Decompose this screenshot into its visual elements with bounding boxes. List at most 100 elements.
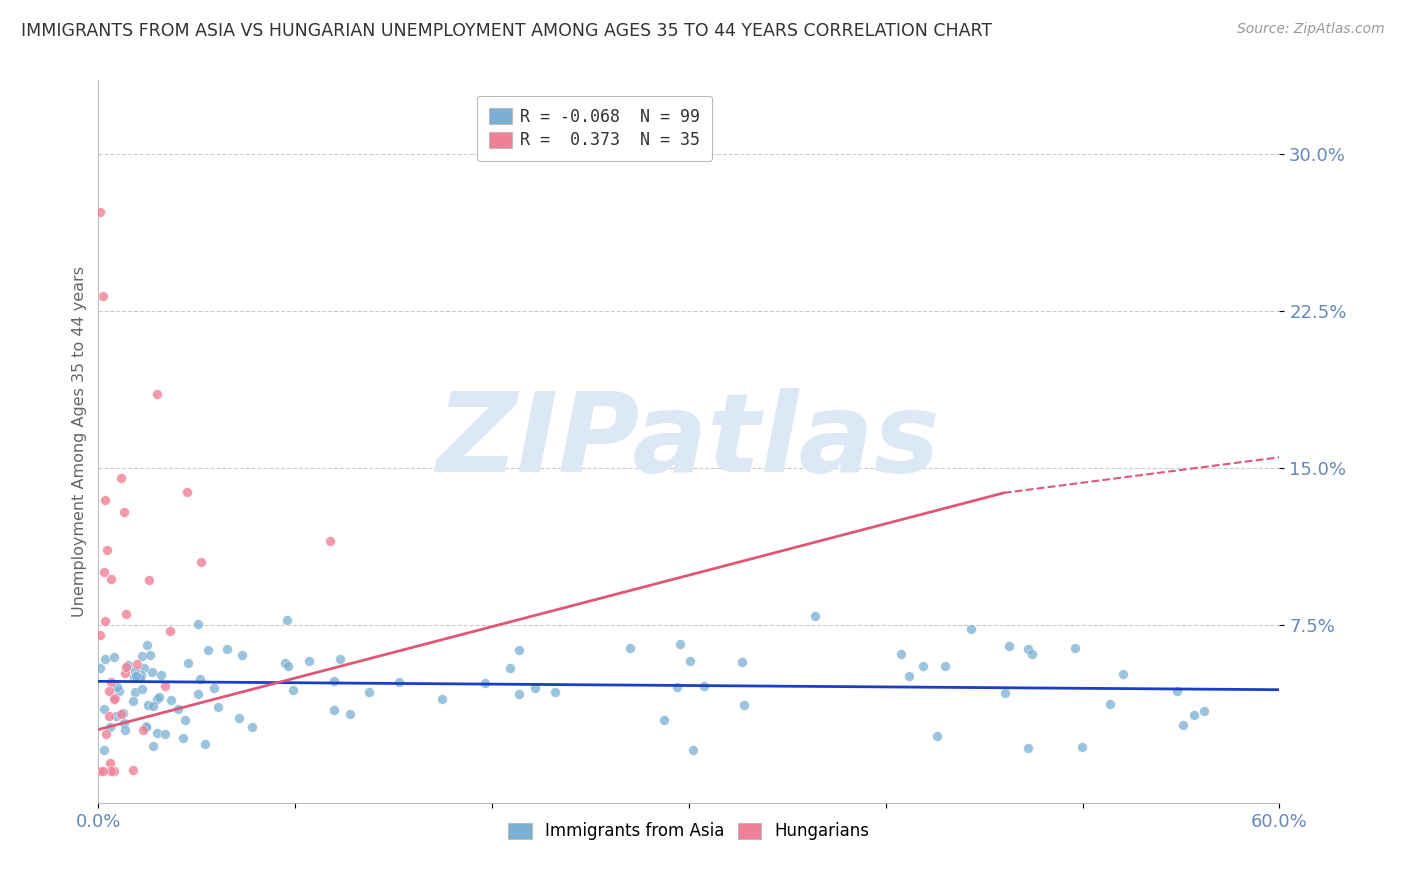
Point — [135, 638, 157, 652]
Point — [1192, 704, 1215, 718]
Point — [159, 692, 181, 706]
Point — [89, 661, 111, 675]
Point — [912, 658, 935, 673]
Point — [319, 534, 342, 549]
Point — [524, 681, 547, 695]
Point — [100, 674, 122, 689]
Point — [544, 685, 567, 699]
Point — [127, 657, 149, 672]
Point — [678, 654, 700, 668]
Point — [166, 702, 188, 716]
Point — [125, 668, 148, 682]
Point — [135, 719, 157, 733]
Point — [1021, 648, 1043, 662]
Point — [110, 470, 132, 484]
Point — [117, 657, 139, 672]
Point — [202, 681, 225, 696]
Point — [276, 613, 298, 627]
Point — [187, 687, 209, 701]
Point — [1099, 697, 1122, 711]
Point — [114, 723, 136, 737]
Point — [132, 661, 155, 675]
Point — [277, 659, 299, 673]
Point — [124, 684, 146, 698]
Point — [108, 684, 131, 698]
Point — [194, 737, 217, 751]
Point — [103, 649, 125, 664]
Point — [138, 574, 160, 588]
Point — [666, 681, 689, 695]
Point — [97, 709, 120, 723]
Point — [1017, 642, 1039, 657]
Point — [138, 648, 160, 663]
Point — [934, 659, 956, 673]
Point — [89, 764, 111, 779]
Point — [98, 683, 121, 698]
Point — [124, 665, 146, 679]
Point — [322, 674, 344, 689]
Point — [430, 692, 453, 706]
Point — [103, 691, 125, 706]
Point — [731, 655, 754, 669]
Point — [176, 485, 198, 500]
Point — [177, 656, 200, 670]
Point — [733, 698, 755, 712]
Point — [228, 711, 250, 725]
Point — [197, 642, 219, 657]
Point — [132, 723, 155, 738]
Point — [129, 671, 152, 685]
Point — [994, 686, 1017, 700]
Point — [103, 764, 125, 779]
Point — [91, 289, 114, 303]
Point — [669, 636, 692, 650]
Point — [94, 614, 117, 628]
Point — [654, 713, 676, 727]
Point — [91, 764, 114, 779]
Point — [339, 706, 361, 721]
Point — [329, 651, 352, 665]
Text: IMMIGRANTS FROM ASIA VS HUNGARIAN UNEMPLOYMENT AMONG AGES 35 TO 44 YEARS CORRELA: IMMIGRANTS FROM ASIA VS HUNGARIAN UNEMPL… — [21, 22, 993, 40]
Point — [231, 648, 253, 662]
Point — [1071, 739, 1094, 754]
Point — [692, 679, 714, 693]
Point — [499, 660, 522, 674]
Point — [1017, 740, 1039, 755]
Point — [93, 743, 115, 757]
Point — [959, 622, 981, 636]
Point — [890, 647, 912, 661]
Point — [145, 387, 167, 401]
Point — [110, 706, 132, 721]
Point — [129, 668, 152, 682]
Point — [105, 709, 128, 723]
Point — [619, 640, 641, 655]
Point — [141, 665, 163, 680]
Point — [240, 720, 263, 734]
Point — [187, 616, 209, 631]
Point — [1182, 707, 1205, 722]
Point — [96, 542, 118, 557]
Point — [96, 727, 118, 741]
Point — [100, 764, 122, 779]
Point — [142, 739, 165, 753]
Point — [323, 703, 346, 717]
Point — [114, 660, 136, 674]
Point — [190, 555, 212, 569]
Point — [997, 639, 1019, 653]
Point — [925, 729, 948, 743]
Point — [114, 607, 136, 622]
Point — [114, 665, 136, 680]
Point — [508, 687, 530, 701]
Point — [104, 691, 127, 706]
Point — [112, 706, 135, 720]
Point — [142, 699, 165, 714]
Point — [89, 205, 111, 219]
Point — [188, 672, 211, 686]
Point — [98, 720, 121, 734]
Point — [207, 700, 229, 714]
Point — [281, 683, 304, 698]
Point — [174, 713, 197, 727]
Text: ZIPatlas: ZIPatlas — [437, 388, 941, 495]
Point — [136, 698, 159, 713]
Point — [215, 642, 238, 657]
Point — [1166, 684, 1188, 698]
